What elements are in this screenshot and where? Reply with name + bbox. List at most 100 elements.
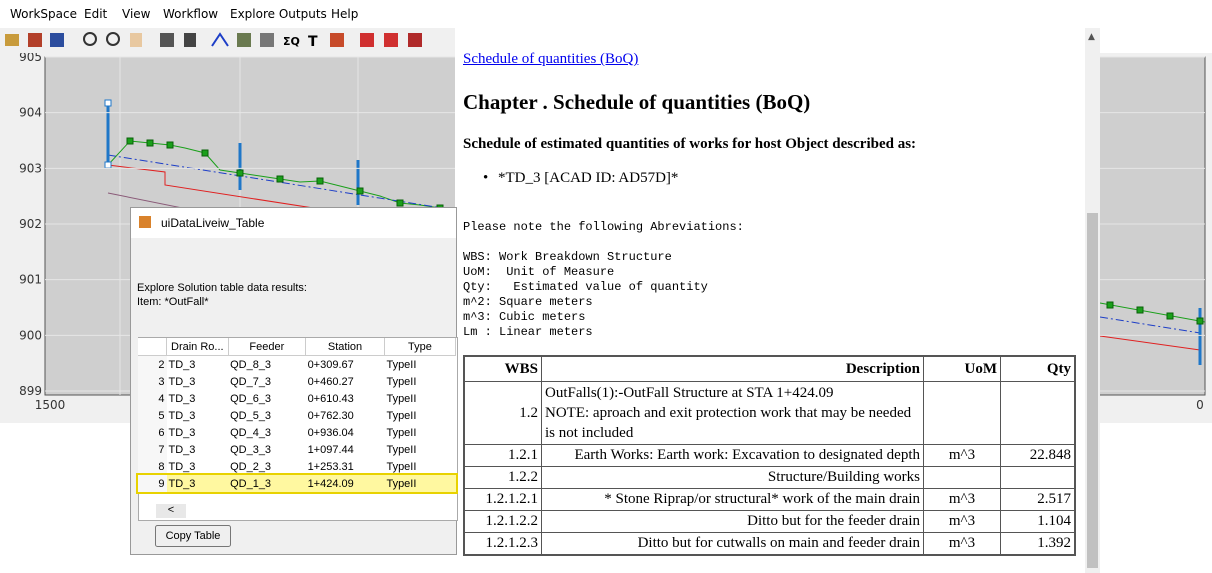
table-row[interactable]: 6 TD_3 QD_4_3 0+936.04 TypeII	[138, 424, 456, 441]
description-cell: Ditto but for the feeder drain	[541, 510, 924, 533]
description-cell: Ditto but for cutwalls on main and feede…	[541, 532, 924, 556]
column-header: Type	[384, 338, 457, 356]
qty-cell: 22.848	[1000, 444, 1076, 467]
qty-cell: 1.392	[1000, 532, 1076, 556]
table-cell: TD_3	[168, 443, 196, 456]
row-number: 2	[138, 355, 167, 373]
table-header: Drain Ro... Feeder Station Type	[138, 338, 457, 356]
vertical-scrollbar[interactable]: ▲	[1085, 28, 1100, 573]
table-row[interactable]: 4 TD_3 QD_6_3 0+610.43 TypeII	[138, 390, 456, 407]
table-row[interactable]: 2 TD_3 QD_8_3 0+309.67 TypeII	[138, 355, 456, 373]
h-scroll-left[interactable]: <	[156, 504, 186, 518]
column-header: Description	[541, 355, 924, 382]
menu-item[interactable]: Explore Outputs	[230, 7, 327, 21]
wbs-cell: 1.2.1.2.3	[463, 532, 542, 556]
qty-cell: 2.517	[1000, 488, 1076, 511]
table-cell: TypeII	[386, 443, 417, 456]
table-row[interactable]: 8 TD_3 QD_2_3 1+253.31 TypeII	[138, 458, 456, 475]
table-row: 1.2.1.2.3 Ditto but for cutwalls on main …	[463, 532, 1076, 556]
y-tick-label: 903	[19, 161, 42, 175]
qty-text: 2.517	[1037, 491, 1071, 507]
column-header: UoM	[923, 355, 1001, 382]
table-cell: TypeII	[386, 477, 417, 490]
uom-cell: m^3	[923, 488, 1001, 511]
table-cell: 0+460.27	[307, 375, 354, 388]
boq-table: WBS Description UoM Qty 1.2 OutFalls(1):-OutF…	[463, 355, 1076, 556]
qty-text: 1.104	[1037, 513, 1071, 529]
y-tick-label: 900	[19, 328, 42, 342]
description-text: Ditto but for cutwalls on main and feede…	[637, 535, 920, 551]
menu-bar: WorkSpace Edit View Workflow Explore Outputs…	[0, 0, 1212, 28]
copy-table-button[interactable]: Copy Table	[155, 525, 231, 547]
bullet-text: *TD_3 [ACAD ID: AD57D]*	[498, 170, 679, 186]
data-table-dialog: uiDataLiveiw_Table Explore Solution tabl…	[130, 207, 458, 555]
row-header-corner	[138, 338, 168, 356]
profile-marker	[1136, 306, 1144, 314]
row-number: 3	[138, 373, 167, 390]
toolbar: ΣQ T	[0, 28, 455, 53]
toc-link[interactable]: Schedule of quantities (BoQ)	[463, 51, 639, 67]
profile-marker	[126, 137, 134, 145]
menu-item[interactable]: Help	[331, 7, 359, 21]
wbs-cell: 1.2	[463, 381, 542, 445]
dialog-description: Explore Solution table data results:	[137, 282, 307, 294]
bullet-item: • *TD_3 [ACAD ID: AD57D]*	[483, 170, 679, 186]
row-number: 5	[138, 407, 167, 424]
wbs-cell: 1.2.1.2.1	[463, 488, 542, 511]
abbreviation-line: UoM: Unit of Measure	[463, 265, 615, 279]
table-cell: 1+424.09	[307, 477, 354, 490]
profile-marker	[236, 169, 244, 177]
table-row[interactable]: 9 TD_3 QD_1_3 1+424.09 TypeII	[136, 473, 458, 494]
profile-marker	[146, 139, 154, 147]
column-header: Drain Ro...	[166, 338, 229, 356]
qty-text: 1.392	[1037, 535, 1071, 551]
table-cell: TypeII	[386, 392, 417, 405]
abbreviation-line: WBS: Work Breakdown Structure	[463, 250, 672, 264]
table-cell: TD_3	[168, 460, 196, 473]
wbs-cell: 1.2.2	[463, 466, 542, 489]
table-cell: 1+097.44	[307, 443, 354, 456]
menu-item[interactable]: WorkSpace	[10, 7, 77, 21]
table-cell: TD_3	[168, 375, 196, 388]
table-cell: 0+610.43	[307, 392, 354, 405]
row-number: 9	[138, 475, 167, 492]
dialog-item: Item: *OutFall*	[137, 296, 209, 308]
table-row[interactable]: 7 TD_3 QD_3_3 1+097.44 TypeII	[138, 441, 456, 458]
uom-cell: m^3	[923, 510, 1001, 533]
note: Please note the following Abreviations:	[463, 220, 744, 234]
menu-item[interactable]: View	[122, 7, 151, 21]
qty-cell	[1000, 466, 1076, 489]
table-cell: QD_8_3	[230, 358, 272, 371]
table-row: 1.2.1 Earth Works: Earth work: Excavation…	[463, 444, 1076, 467]
profile-marker	[396, 199, 404, 207]
table-row: 1.2.1.2.2 Ditto but for the feeder drain m…	[463, 510, 1076, 533]
uom-cell	[923, 466, 1001, 489]
abbreviation-line: Lm : Linear meters	[463, 325, 593, 339]
uom-cell: m^3	[923, 444, 1001, 467]
table-cell: TypeII	[386, 358, 417, 371]
abbreviation-line: m^3: Cubic meters	[463, 310, 586, 324]
profile-marker	[1106, 301, 1114, 309]
y-tick-label: 901	[19, 273, 42, 287]
uom-text: m^3	[948, 447, 976, 463]
uom-text: m^3	[948, 535, 976, 551]
table-row[interactable]: 3 TD_3 QD_7_3 0+460.27 TypeII	[138, 373, 456, 390]
profile-marker	[201, 149, 209, 157]
table-row: 1.2 OutFalls(1):-OutFall Structure at STA…	[463, 381, 1076, 445]
table-row[interactable]: 5 TD_3 QD_5_3 0+762.30 TypeII	[138, 407, 456, 424]
menu-item[interactable]: Edit	[84, 7, 108, 21]
table-cell: QD_5_3	[230, 409, 272, 422]
menu-item[interactable]: Workflow	[163, 7, 219, 21]
svg-text:T: T	[308, 34, 318, 50]
description-text: OutFalls(1):-OutFall Structure at STA 1+…	[545, 385, 834, 401]
table-cell: QD_1_3	[230, 477, 272, 490]
wbs-cell: 1.2.1	[463, 444, 542, 467]
column-header: Qty	[1000, 355, 1076, 382]
uom-cell	[923, 381, 1001, 445]
uom-cell: m^3	[923, 532, 1001, 556]
table-cell: QD_3_3	[230, 443, 272, 456]
table-header: WBS Description UoM Qty	[463, 355, 1076, 382]
toolbar-icons: ΣQ T	[5, 32, 422, 50]
table-cell: TD_3	[168, 358, 196, 371]
